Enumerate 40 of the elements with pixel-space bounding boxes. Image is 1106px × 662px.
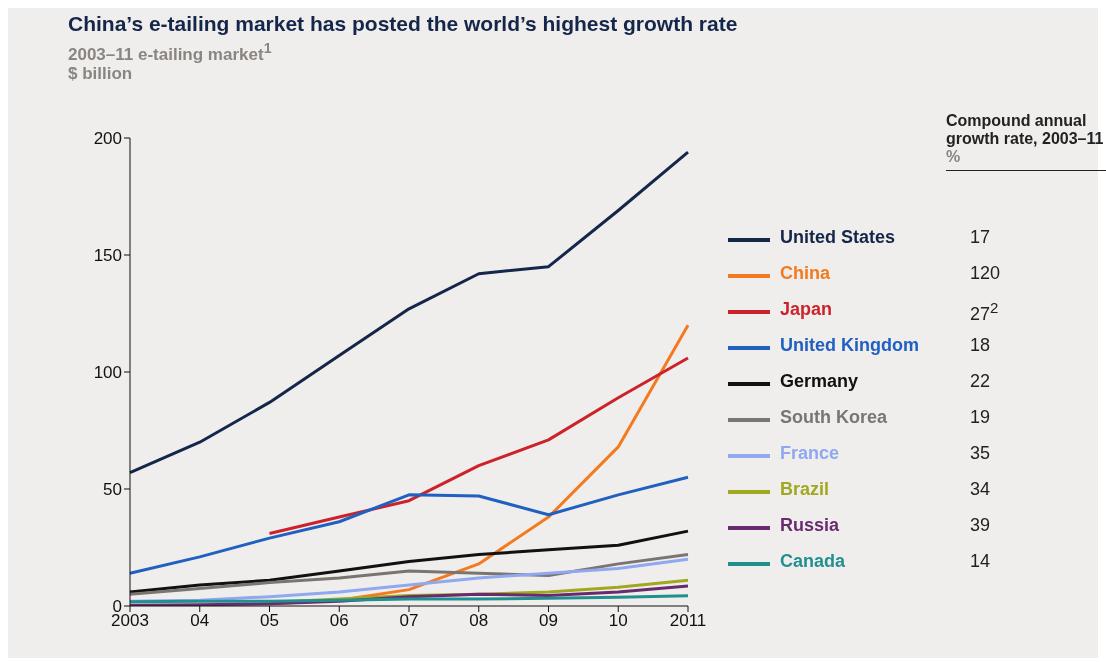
y-tick-label: 150 bbox=[93, 246, 122, 266]
text: 120 bbox=[970, 263, 1002, 284]
x-tick-label: 04 bbox=[190, 611, 210, 631]
legend-label: United States bbox=[780, 227, 896, 248]
text: 27$^{2}$ bbox=[970, 299, 1000, 325]
chart-title: China’s e-tailing market has posted the world’s highest growth rate bbox=[68, 12, 738, 36]
text: 17 bbox=[970, 227, 992, 248]
text: Compound annual growth rate, 2003–11 bbox=[946, 112, 1105, 148]
legend-label: Japan bbox=[780, 299, 833, 320]
legend-label: United Kingdom bbox=[780, 335, 919, 356]
text: 18 bbox=[970, 335, 992, 356]
text: 35 bbox=[970, 443, 992, 464]
line-series bbox=[268, 356, 690, 535]
legend-label: France bbox=[780, 443, 840, 464]
legend-label: Brazil bbox=[780, 479, 830, 500]
x-tick-label: 2011 bbox=[669, 611, 707, 631]
chart-subtitle: 2003–11 e-tailing market$^{1}$ bbox=[68, 40, 272, 65]
y-axis-title: $ billion bbox=[68, 64, 133, 84]
legend-label: China bbox=[780, 263, 831, 284]
x-tick-label: 07 bbox=[399, 611, 419, 631]
legend-label: South Korea bbox=[780, 407, 888, 428]
text: 39 bbox=[970, 515, 992, 536]
text: 19 bbox=[970, 407, 992, 428]
legend-label: Russia bbox=[780, 515, 840, 536]
line-series bbox=[128, 150, 690, 475]
text: 22 bbox=[970, 371, 992, 392]
y-tick-label: 200 bbox=[93, 129, 122, 149]
text: 14 bbox=[970, 551, 992, 572]
text: 34 bbox=[970, 479, 992, 500]
text: % bbox=[946, 148, 962, 166]
y-tick-label: 50 bbox=[103, 480, 122, 500]
x-tick-label: 10 bbox=[608, 611, 628, 631]
x-tick-label: 08 bbox=[469, 611, 489, 631]
x-tick-label: 05 bbox=[260, 611, 279, 631]
line-series bbox=[128, 475, 690, 575]
legend-label: Germany bbox=[780, 371, 859, 392]
x-tick-label: 06 bbox=[329, 611, 349, 631]
y-tick-label: 100 bbox=[93, 363, 122, 383]
legend-label: Canada bbox=[780, 551, 846, 572]
x-tick-label: 09 bbox=[539, 611, 558, 631]
